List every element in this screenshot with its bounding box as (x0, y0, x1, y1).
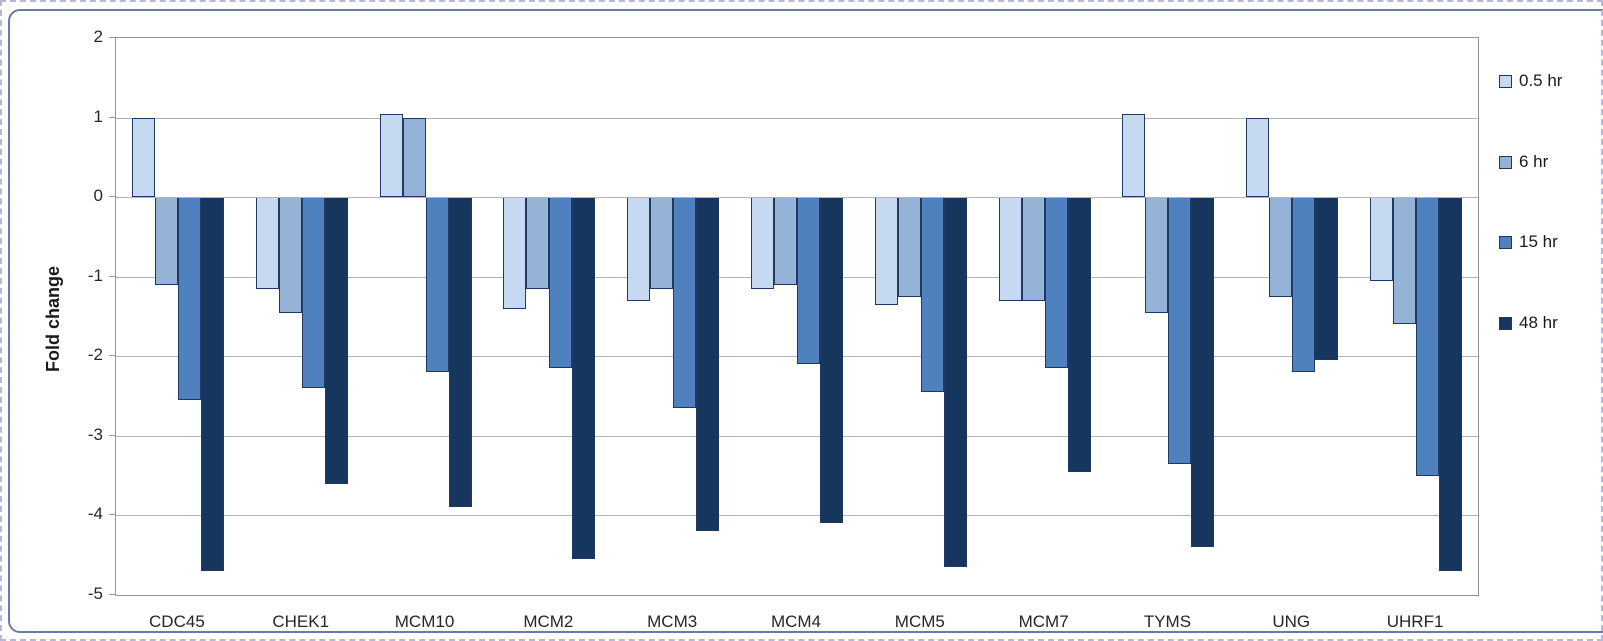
bar-6hr-MCM3 (650, 197, 674, 289)
bar-48hr-UNG (1315, 197, 1339, 361)
bar-6hr-MCM2 (526, 197, 550, 289)
legend-item-6hr: 6 hr (1499, 152, 1548, 172)
x-label-MCM7: MCM7 (1018, 612, 1069, 631)
legend-swatch-48hr (1499, 316, 1512, 330)
bar-0.5hr-MCM10 (379, 113, 403, 198)
y-tick-mark-2 (109, 37, 115, 38)
bar-48hr-MCM3 (696, 197, 720, 532)
legend-label-6hr: 6 hr (1519, 152, 1549, 171)
x-label-CDC45: CDC45 (149, 612, 205, 631)
y-tick-label-1: 1 (93, 106, 103, 126)
bar-48hr-CDC45 (200, 197, 224, 572)
bar-0.5hr-MCM4 (751, 197, 774, 289)
bar-0.5hr-TYMS (1122, 113, 1146, 198)
y-tick-mark--4 (109, 514, 115, 516)
bar-15hr-CDC45 (177, 197, 201, 401)
x-label-UNG: UNG (1272, 612, 1311, 631)
bar-15hr-CHEK1 (301, 197, 325, 389)
legend-swatch-6hr (1499, 155, 1512, 169)
bar-15hr-MCM10 (425, 197, 449, 373)
bar-0.5hr-MCM5 (874, 197, 898, 305)
bar-0.5hr-CDC45 (131, 117, 155, 198)
legend-item-48hr: 48 hr (1499, 313, 1558, 333)
bar-48hr-MCM4 (820, 197, 843, 524)
y-tick-label--3: -3 (87, 424, 103, 444)
bar-6hr-MCM7 (1021, 197, 1045, 301)
bar-15hr-MCM3 (673, 197, 697, 408)
y-tick-mark--1 (109, 275, 115, 277)
bar-48hr-MCM10 (448, 197, 472, 508)
bar-15hr-MCM2 (549, 197, 573, 369)
y-tick-label--1: -1 (87, 265, 103, 285)
x-label-MCM2: MCM2 (523, 612, 574, 631)
y-tick-label-0: 0 (93, 186, 103, 206)
y-tick-mark-1 (109, 116, 115, 118)
y-tick-label--2: -2 (87, 345, 103, 365)
x-label-TYMS: TYMS (1143, 612, 1192, 631)
legend-item-0.5hr: 0.5 hr (1499, 71, 1562, 91)
zero-line (116, 197, 1478, 199)
x-label-UHRF1: UHRF1 (1386, 612, 1444, 631)
bar-48hr-UHRF1 (1439, 197, 1463, 572)
bar-48hr-MCM7 (1067, 197, 1091, 472)
bar-15hr-UHRF1 (1416, 197, 1440, 476)
bar-0.5hr-MCM2 (503, 197, 527, 309)
y-tick-mark-0 (109, 196, 115, 198)
legend-item-15hr: 15 hr (1499, 232, 1558, 252)
legend-label-15hr: 15 hr (1519, 232, 1558, 251)
bar-6hr-MCM5 (897, 197, 921, 297)
bar-6hr-UHRF1 (1393, 197, 1417, 325)
bar-15hr-UNG (1292, 197, 1316, 373)
bar-6hr-CHEK1 (278, 197, 302, 313)
legend-swatch-15hr (1499, 235, 1512, 249)
y-tick-label--4: -4 (87, 504, 103, 524)
bar-15hr-MCM7 (1044, 197, 1068, 369)
x-label-MCM4: MCM4 (770, 612, 822, 631)
gridline-y1 (116, 117, 1478, 119)
bar-6hr-MCM4 (774, 197, 797, 285)
x-label-CHEK1: CHEK1 (272, 612, 330, 631)
bar-15hr-TYMS (1168, 197, 1192, 464)
bar-48hr-TYMS (1191, 197, 1215, 548)
bar-6hr-CDC45 (154, 197, 178, 285)
bar-0.5hr-UNG (1246, 117, 1270, 198)
bar-6hr-TYMS (1145, 197, 1169, 313)
bar-48hr-MCM5 (943, 197, 967, 568)
y-tick-label-2: 2 (93, 27, 103, 46)
gridline-y-3 (116, 435, 1478, 437)
bar-6hr-MCM10 (402, 117, 426, 198)
legend-swatch-0.5hr (1499, 74, 1512, 88)
y-tick-mark--3 (109, 434, 115, 436)
bar-0.5hr-MCM3 (627, 197, 651, 301)
bar-6hr-UNG (1269, 197, 1293, 297)
bar-15hr-MCM5 (920, 197, 944, 393)
bar-48hr-CHEK1 (324, 197, 348, 484)
bar-0.5hr-UHRF1 (1370, 197, 1394, 281)
x-label-MCM3: MCM3 (647, 612, 698, 631)
bar-0.5hr-CHEK1 (255, 197, 279, 289)
y-tick-mark--2 (109, 355, 115, 357)
bar-15hr-MCM4 (797, 197, 820, 365)
legend-label-0.5hr: 0.5 hr (1519, 71, 1563, 90)
gridline-y-4 (116, 515, 1478, 517)
plot-area (115, 37, 1479, 596)
x-label-MCM5: MCM5 (894, 612, 945, 631)
legend-label-48hr: 48 hr (1519, 313, 1558, 332)
chart-object-frame[interactable]: Fold change 2 1 0 -1 -2 -3 -4 -5 CDC45 CHEK1 MCM1… (8, 9, 1603, 633)
y-tick-mark--5 (109, 594, 115, 595)
x-label-MCM10: MCM10 (394, 612, 455, 631)
bar-0.5hr-MCM7 (998, 197, 1022, 301)
bar-48hr-MCM2 (572, 197, 596, 560)
y-tick-label--5: -5 (87, 584, 103, 603)
